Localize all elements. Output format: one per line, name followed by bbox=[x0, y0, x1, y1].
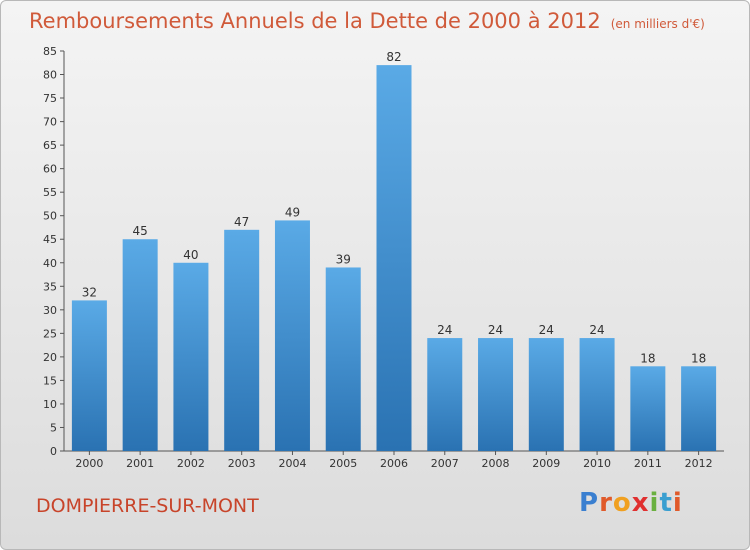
x-tick-label: 2006 bbox=[380, 457, 408, 470]
bar-2006 bbox=[376, 65, 412, 451]
logo-letter: t bbox=[659, 488, 673, 518]
bar-2009 bbox=[528, 338, 564, 451]
y-tick-label: 25 bbox=[43, 327, 57, 340]
bar-2005 bbox=[325, 267, 361, 451]
chart-unit: (en milliers d'€) bbox=[610, 17, 705, 31]
logo-letter: o bbox=[612, 488, 632, 518]
y-tick-label: 40 bbox=[43, 257, 57, 270]
x-tick-label: 2001 bbox=[126, 457, 154, 470]
logo-letter: i bbox=[672, 488, 683, 518]
bar-value-label: 24 bbox=[539, 323, 554, 337]
y-tick-label: 70 bbox=[43, 116, 57, 129]
bar-2001 bbox=[122, 239, 158, 451]
y-tick-label: 50 bbox=[43, 210, 57, 223]
bar-value-label: 24 bbox=[437, 323, 452, 337]
x-tick-label: 2002 bbox=[177, 457, 205, 470]
bar-value-label: 18 bbox=[691, 351, 706, 365]
logo-letter: r bbox=[599, 488, 613, 518]
y-tick-label: 15 bbox=[43, 374, 57, 387]
bar-2004 bbox=[274, 220, 310, 451]
proxiti-logo: Proxiti bbox=[579, 488, 683, 518]
logo-letter: P bbox=[579, 488, 600, 518]
y-tick-label: 45 bbox=[43, 233, 57, 246]
y-tick-label: 35 bbox=[43, 280, 57, 293]
y-tick-label: 30 bbox=[43, 304, 57, 317]
bar-value-label: 47 bbox=[234, 215, 249, 229]
bar-2000 bbox=[71, 300, 107, 451]
y-tick-label: 80 bbox=[43, 69, 57, 82]
x-tick-label: 2003 bbox=[228, 457, 256, 470]
y-tick-label: 20 bbox=[43, 351, 57, 364]
chart-title-text: Remboursements Annuels de la Dette de 20… bbox=[29, 9, 601, 33]
y-tick-label: 55 bbox=[43, 186, 57, 199]
bar-value-label: 18 bbox=[640, 351, 655, 365]
bar-value-label: 32 bbox=[82, 285, 97, 299]
y-tick-label: 85 bbox=[43, 45, 57, 58]
place-name: DOMPIERRE-SUR-MONT bbox=[36, 495, 259, 517]
y-tick-label: 60 bbox=[43, 163, 57, 176]
logo-letter: x bbox=[631, 488, 650, 518]
bar-value-label: 82 bbox=[386, 50, 401, 64]
bar-value-label: 39 bbox=[336, 252, 351, 266]
x-tick-label: 2012 bbox=[685, 457, 713, 470]
x-tick-label: 2007 bbox=[431, 457, 459, 470]
y-tick-label: 65 bbox=[43, 139, 57, 152]
x-tick-label: 2010 bbox=[583, 457, 611, 470]
x-tick-label: 2000 bbox=[75, 457, 103, 470]
logo-letter: i bbox=[649, 488, 660, 518]
bar-2010 bbox=[579, 338, 615, 451]
bar-value-label: 40 bbox=[183, 248, 198, 262]
y-tick-label: 5 bbox=[50, 421, 57, 434]
x-tick-label: 2011 bbox=[634, 457, 662, 470]
x-tick-label: 2005 bbox=[329, 457, 357, 470]
bar-value-label: 45 bbox=[133, 224, 148, 238]
x-tick-label: 2008 bbox=[482, 457, 510, 470]
bar-2008 bbox=[478, 338, 514, 451]
bar-2003 bbox=[224, 229, 260, 451]
bar-2002 bbox=[173, 262, 209, 451]
bar-value-label: 24 bbox=[488, 323, 503, 337]
x-tick-label: 2009 bbox=[532, 457, 560, 470]
bar-value-label: 49 bbox=[285, 205, 300, 219]
bar-2007 bbox=[427, 338, 463, 451]
y-tick-label: 0 bbox=[50, 445, 57, 458]
x-tick-label: 2004 bbox=[278, 457, 306, 470]
y-tick-label: 10 bbox=[43, 398, 57, 411]
chart-title: Remboursements Annuels de la Dette de 20… bbox=[29, 9, 705, 33]
bar-2012 bbox=[681, 366, 717, 451]
bar-value-label: 24 bbox=[589, 323, 604, 337]
bar-2011 bbox=[630, 366, 666, 451]
y-tick-label: 75 bbox=[43, 92, 57, 105]
